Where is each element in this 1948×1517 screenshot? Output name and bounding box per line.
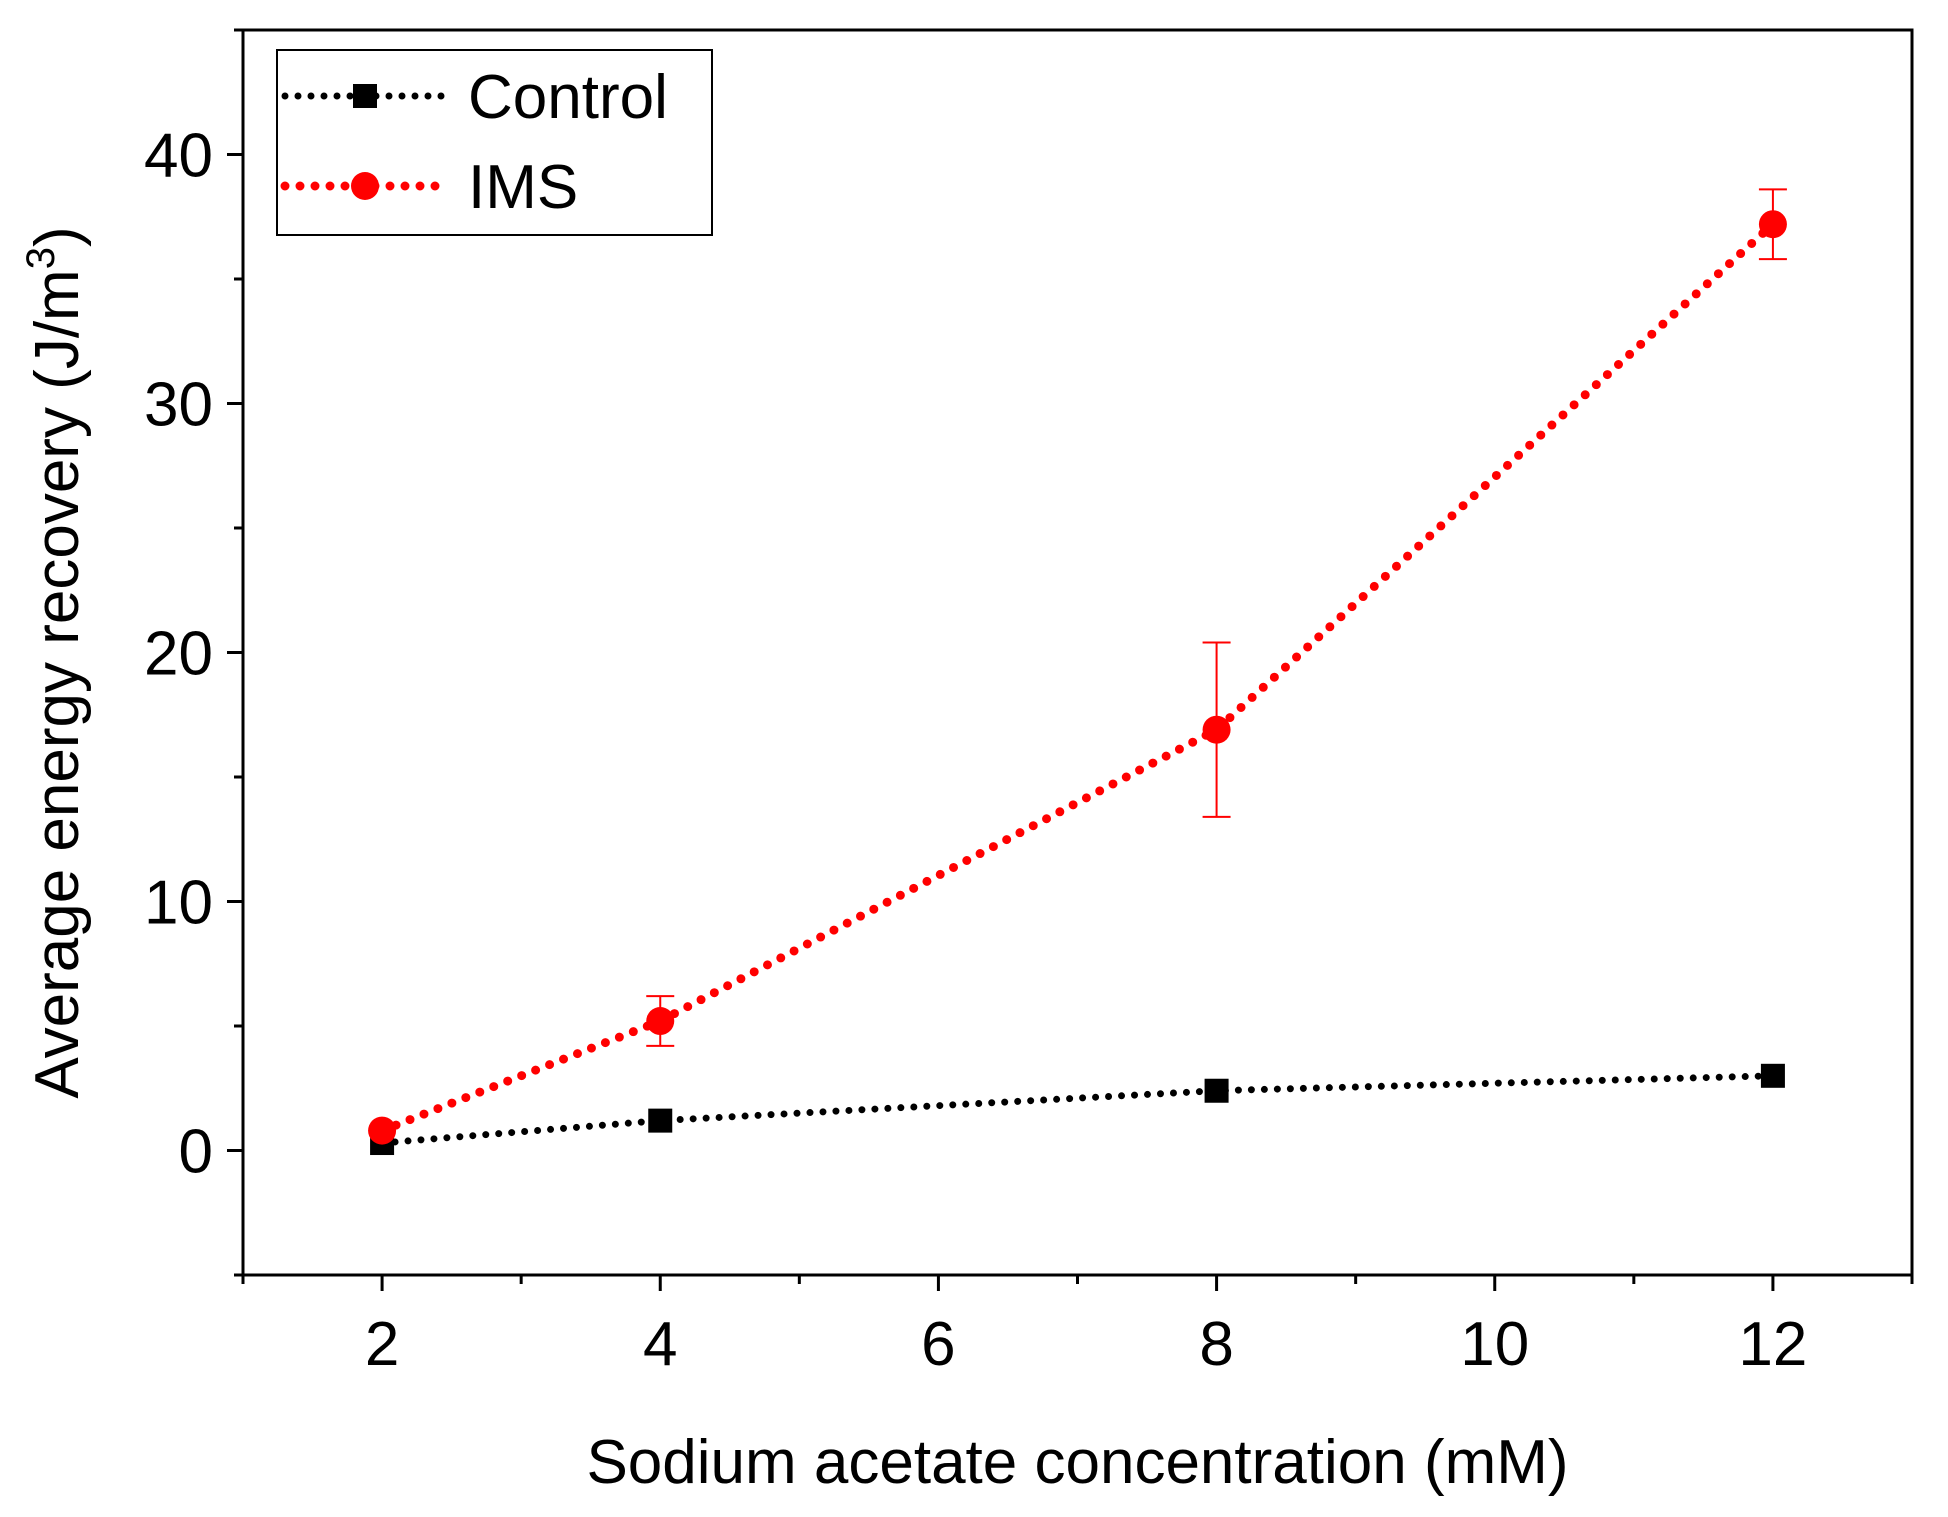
axes-layer: 2 4 6 8 10 12 0 10 20 30 40 (144, 28, 1914, 1379)
y-tick-label: 20 (144, 620, 213, 689)
x-tick-label: 8 (1199, 1310, 1233, 1379)
series-line-control (378, 1072, 1777, 1147)
data-point-control (648, 1108, 673, 1133)
legend-label: Control (468, 63, 668, 132)
legend-marker (353, 84, 377, 108)
x-axis-title: Sodium acetate concentration (mM) (586, 1428, 1568, 1497)
legend-label: IMS (468, 153, 578, 222)
series-control (370, 1063, 1785, 1156)
data-point-control (1204, 1078, 1229, 1103)
data-point-control (1760, 1063, 1785, 1088)
series-ims (368, 188, 1787, 1145)
legend-marker (351, 172, 379, 200)
y-axis-title-superscript: 3 (19, 247, 63, 269)
data-point-ims (646, 1007, 675, 1036)
series-line-ims (377, 219, 1778, 1136)
x-tick-label: 2 (365, 1310, 399, 1379)
y-axis-title: Average energy recovery (J/m3) (19, 226, 92, 1098)
y-axis-title-close: ) (23, 226, 92, 247)
y-tick-label: 40 (144, 122, 213, 191)
y-axis-title-main: Average energy recovery (J/m (23, 269, 92, 1098)
x-tick-label: 4 (643, 1310, 677, 1379)
series-layer (368, 188, 1787, 1156)
x-tick-label: 6 (921, 1310, 955, 1379)
x-tick-label: 10 (1460, 1310, 1529, 1379)
legend-item-control: Control (281, 63, 668, 132)
y-tick-label: 10 (144, 869, 213, 938)
y-tick-label: 0 (179, 1118, 213, 1187)
legend-box (276, 49, 713, 236)
data-point-ims (1202, 715, 1231, 744)
legend: Control IMS (276, 49, 713, 236)
y-tick-label: 30 (144, 371, 213, 440)
legend-item-ims: IMS (280, 153, 578, 222)
data-point-ims (1758, 210, 1787, 239)
x-tick-label: 12 (1738, 1310, 1807, 1379)
data-point-ims (368, 1116, 397, 1145)
